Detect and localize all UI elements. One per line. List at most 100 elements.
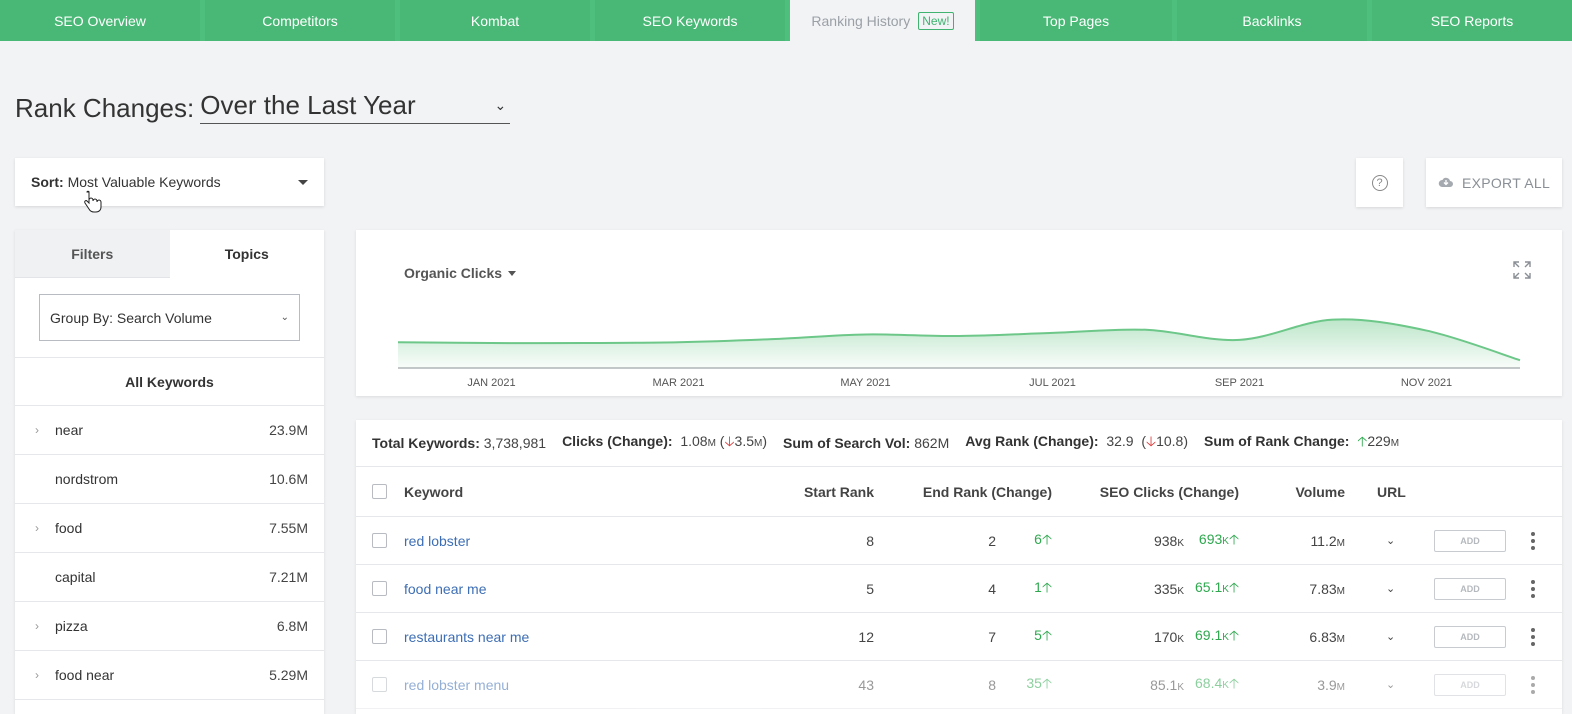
caret-down-icon [298,179,308,185]
group-by-select[interactable]: Group By: Search Volume ⌄ [39,294,300,341]
tab-top-pages[interactable]: Top Pages [980,0,1177,41]
end-rank: 7 [988,628,996,645]
topic-name: food [55,520,83,536]
topic-list: › near 23.9M nordstrom 10.6M › food 7.55M capita… [15,406,324,700]
topic-row[interactable]: › food near 5.29M [15,651,324,700]
keyword-link[interactable]: red lobster [404,532,471,549]
seo-clicks-change: 65.1K🡡 [1195,577,1239,601]
seo-clicks-change: 69.1K🡡 [1195,625,1239,649]
add-url-button[interactable]: ADD [1434,673,1506,696]
tab-competitors[interactable]: Competitors [205,0,400,41]
sort-dropdown[interactable]: Sort: Most Valuable Keywords [15,158,324,206]
more-options-icon[interactable] [1530,675,1536,694]
topic-row[interactable]: › pizza 6.8M [15,602,324,651]
end-rank-change: 5🡡 [1034,625,1052,649]
tab-topics[interactable]: Topics [169,230,324,278]
arrow-up-icon: 🡡 [1228,578,1239,595]
end-rank-change-value: 5 [1034,626,1042,643]
chevron-right-icon[interactable]: › [35,521,39,535]
col-url[interactable]: URL [1377,483,1406,500]
total-keywords-stat: Total Keywords: 3,738,981 [372,435,546,451]
period-value: Over the Last Year [200,90,416,120]
seo-clicks-change-unit: K [1222,631,1229,643]
search-vol-stat: Sum of Search Vol: 862M [783,435,949,451]
chevron-right-icon[interactable]: › [35,668,39,682]
chevron-right-icon[interactable]: › [35,619,39,633]
table-row: red lobster menu 43 8 35🡡 85.1K 68.4K🡡 3.9M ⌄ AD… [356,661,1562,709]
total-keywords-value: 3,738,981 [483,435,547,451]
arrow-up-icon: 🡡 [1228,530,1239,547]
add-url-button[interactable]: ADD [1434,577,1506,600]
keyword-link[interactable]: red lobster menu [404,676,510,693]
sort-label: Sort: [31,174,64,190]
row-checkbox[interactable] [372,629,387,644]
more-options-icon[interactable] [1530,579,1536,598]
row-checkbox[interactable] [372,533,387,548]
all-keywords-item[interactable]: All Keywords [15,358,324,406]
add-url-button[interactable]: ADD [1434,625,1506,648]
topic-row[interactable]: › near 23.9M [15,406,324,455]
tab-backlinks[interactable]: Backlinks [1177,0,1372,41]
keyword-link[interactable]: restaurants near me [404,628,530,645]
chevron-down-icon: ⌄ [494,97,507,113]
start-rank: 12 [858,628,874,645]
volume-value: 6.83 [1309,628,1337,645]
col-keyword[interactable]: Keyword [404,483,464,500]
topic-row[interactable]: capital 7.21M [15,553,324,602]
volume-value: 3.9 [1317,676,1337,693]
seo-clicks-value: 170 [1153,628,1178,645]
tab-ranking-history[interactable]: Ranking History New! [790,0,980,41]
tab-seo-keywords[interactable]: SEO Keywords [595,0,790,41]
seo-clicks-value: 85.1 [1150,676,1178,693]
col-volume[interactable]: Volume [1295,483,1345,500]
clicks-stat: Clicks (Change): 1.08M (🡣3.5M) [562,433,768,449]
volume-unit: M [1336,537,1345,549]
add-url-button[interactable]: ADD [1434,529,1506,552]
chevron-right-icon[interactable]: › [35,423,39,437]
topic-row[interactable]: nordstrom 10.6M [15,455,324,504]
topic-volume: 7.55M [269,520,308,536]
arrow-up-icon: 🡡 [1041,578,1052,595]
group-by-wrapper: Group By: Search Volume ⌄ [15,278,324,358]
tab-kombat[interactable]: Kombat [400,0,595,41]
seo-clicks: 335K [1154,581,1184,597]
help-button[interactable]: ? [1356,158,1403,207]
clicks-value: 1.08 [680,433,708,449]
row-checkbox[interactable] [372,677,387,692]
chart-area [398,319,1520,368]
period-dropdown[interactable]: Over the Last Year ⌄ [200,90,511,124]
col-seo-clicks[interactable]: SEO Clicks (Change) [1099,483,1239,500]
chevron-down-icon[interactable]: ⌄ [1386,583,1396,595]
table-row: food near me 5 4 1🡡 335K 65.1K🡡 7.83M ⌄ ADD [356,565,1562,613]
seo-clicks-change-unit: K [1222,679,1229,691]
export-all-button[interactable]: EXPORT ALL [1426,158,1562,207]
end-rank-change-value: 6 [1034,530,1042,547]
chart-metric-dropdown[interactable]: Organic Clicks [404,265,517,281]
tab-seo-overview[interactable]: SEO Overview [0,0,205,41]
expand-icon[interactable] [1512,260,1532,280]
chevron-down-icon[interactable]: ⌄ [1386,679,1396,691]
tab-filters[interactable]: Filters [15,230,170,278]
seo-clicks-unit: K [1177,585,1184,597]
more-options-icon[interactable] [1530,627,1536,646]
topic-row[interactable]: › food 7.55M [15,504,324,553]
select-all-checkbox[interactable] [372,484,387,499]
end-rank-change-value: 35 [1026,674,1042,691]
clicks-change: 3.5 [734,433,754,449]
tab-seo-reports[interactable]: SEO Reports [1372,0,1572,41]
row-checkbox[interactable] [372,581,387,596]
more-options-icon[interactable] [1530,531,1536,550]
help-icon: ? [1371,174,1388,191]
chart-x-tick-label: JUL 2021 [1029,377,1076,389]
keyword-link[interactable]: food near me [404,580,487,597]
rank-change-stat: Sum of Rank Change: 🡡229M [1204,431,1399,455]
arrow-up-icon: 🡡 [1228,674,1239,691]
col-end-rank[interactable]: End Rank (Change) [922,483,1052,500]
organic-clicks-chart: JAN 2021 MAR 2021 MAY 2021 JUL 2021 SEP 2021… [397,318,1521,389]
chevron-down-icon: ⌄ [280,312,289,323]
end-rank-change: 35🡡 [1026,673,1052,697]
chevron-down-icon[interactable]: ⌄ [1386,631,1396,643]
col-start-rank[interactable]: Start Rank [803,483,874,500]
chevron-down-icon[interactable]: ⌄ [1386,535,1396,547]
table-body: red lobster 8 2 6🡡 938K 693K🡡 11.2M ⌄ ADD food ne… [356,517,1562,709]
